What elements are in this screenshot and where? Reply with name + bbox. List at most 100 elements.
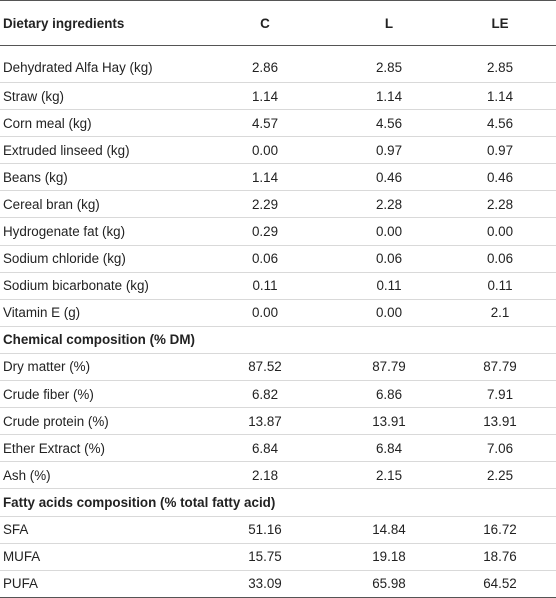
cell-c: 0.06	[251, 251, 279, 267]
table-row: Corn meal (kg) 4.57 4.56 4.56	[0, 110, 556, 137]
section-title: Chemical composition (% DM)	[3, 332, 195, 348]
table-row: Crude protein (%) 13.87 13.91 13.91	[0, 408, 556, 435]
table-row: Beans (kg) 1.14 0.46 0.46	[0, 164, 556, 191]
cell-l: 6.84	[375, 440, 403, 456]
cell-le: 2.28	[486, 196, 514, 212]
row-label: Crude protein (%)	[3, 413, 109, 429]
table-row: Sodium chloride (kg) 0.06 0.06 0.06	[0, 245, 556, 273]
cell-l: 0.00	[375, 305, 403, 321]
row-label: Straw (kg)	[3, 88, 65, 104]
cell-c: 0.11	[252, 278, 278, 294]
table-row: SFA 51.16 14.84 16.72	[0, 516, 556, 544]
table-body: Dehydrated Alfa Hay (kg) 2.86 2.85 2.85 Stra…	[0, 46, 556, 598]
cell-l: 2.85	[375, 59, 403, 75]
row-label: Hydrogenate fat (kg)	[3, 224, 126, 240]
cell-c: 6.84	[251, 440, 279, 456]
row-label: SFA	[3, 522, 29, 538]
cell-le: 7.91	[486, 386, 514, 402]
cell-c: 0.00	[251, 305, 279, 321]
row-label: Sodium bicarbonate (kg)	[3, 278, 149, 294]
cell-le: 4.56	[486, 115, 514, 131]
header-l: L	[384, 15, 394, 31]
cell-l: 1.14	[375, 88, 403, 104]
cell-le: 16.72	[483, 522, 517, 538]
cell-c: 87.52	[248, 359, 282, 375]
cell-l: 2.28	[375, 196, 403, 212]
cell-l: 0.06	[375, 251, 403, 267]
cell-le: 2.1	[490, 305, 510, 321]
cell-c: 4.57	[251, 115, 279, 131]
cell-le: 0.06	[486, 251, 514, 267]
cell-l: 6.86	[375, 386, 403, 402]
row-label: PUFA	[3, 576, 38, 592]
row-label: Ether Extract (%)	[3, 440, 105, 456]
table-row: Dry matter (%) 87.52 87.79 87.79	[0, 353, 556, 381]
cell-c: 2.29	[251, 196, 279, 212]
table-row: Straw (kg) 1.14 1.14 1.14	[0, 83, 556, 110]
cell-c: 0.29	[251, 224, 279, 240]
table-row: Hydrogenate fat (kg) 0.29 0.00 0.00	[0, 218, 556, 246]
row-label: Vitamin E (g)	[3, 305, 81, 321]
section-title: Fatty acids composition (% total fatty a…	[3, 494, 276, 510]
cell-le: 0.11	[487, 278, 513, 294]
cell-le: 7.06	[486, 440, 514, 456]
cell-le: 0.00	[486, 224, 514, 240]
cell-c: 15.75	[248, 549, 282, 565]
row-label: Beans (kg)	[3, 169, 68, 185]
cell-c: 13.87	[248, 413, 282, 429]
header-row: Dietary ingredients C L LE	[0, 0, 556, 46]
row-label: Corn meal (kg)	[3, 115, 92, 131]
cell-c: 33.09	[248, 576, 282, 592]
cell-l: 0.00	[375, 224, 403, 240]
cell-le: 13.91	[483, 413, 517, 429]
row-label: MUFA	[3, 549, 41, 565]
cell-le: 0.46	[486, 169, 514, 185]
cell-le: 2.85	[486, 59, 514, 75]
table-row: Vitamin E (g) 0.00 0.00 2.1	[0, 299, 556, 327]
table-row: Ether Extract (%) 6.84 6.84 7.06	[0, 435, 556, 462]
table-row: Cereal bran (kg) 2.29 2.28 2.28	[0, 191, 556, 218]
row-label: Dry matter (%)	[3, 359, 91, 375]
cell-l: 65.98	[372, 576, 406, 592]
cell-le: 0.97	[486, 142, 514, 158]
section-header-row: Fatty acids composition (% total fatty a…	[0, 489, 556, 516]
table-row: MUFA 15.75 19.18 18.76	[0, 543, 556, 571]
cell-l: 0.11	[376, 278, 402, 294]
table-row: Sodium bicarbonate (kg) 0.11 0.11 0.11	[0, 272, 556, 300]
cell-c: 51.16	[248, 522, 282, 538]
cell-l: 14.84	[372, 522, 406, 538]
cell-c: 1.14	[251, 88, 279, 104]
cell-l: 2.15	[375, 467, 403, 483]
cell-l: 0.46	[375, 169, 403, 185]
cell-le: 18.76	[483, 549, 517, 565]
row-label: Cereal bran (kg)	[3, 196, 100, 212]
header-dietary-ingredients: Dietary ingredients	[3, 15, 125, 31]
row-label: Dehydrated Alfa Hay (kg)	[3, 59, 153, 75]
cell-l: 13.91	[372, 413, 406, 429]
row-label: Crude fiber (%)	[3, 386, 94, 402]
table-row: Extruded linseed (kg) 0.00 0.97 0.97	[0, 137, 556, 164]
header-le: LE	[491, 15, 509, 31]
table-row: Ash (%) 2.18 2.15 2.25	[0, 462, 556, 489]
section-header-row: Chemical composition (% DM)	[0, 326, 556, 354]
table-row: PUFA 33.09 65.98 64.52	[0, 570, 556, 598]
cell-l: 0.97	[375, 142, 403, 158]
cell-l: 4.56	[375, 115, 403, 131]
cell-c: 6.82	[251, 386, 279, 402]
cell-c: 2.86	[251, 59, 279, 75]
cell-c: 1.14	[251, 169, 279, 185]
cell-l: 19.18	[372, 549, 406, 565]
cell-le: 64.52	[483, 576, 517, 592]
cell-c: 0.00	[251, 142, 279, 158]
cell-le: 2.25	[486, 467, 514, 483]
cell-c: 2.18	[251, 467, 279, 483]
table-row: Crude fiber (%) 6.82 6.86 7.91	[0, 381, 556, 408]
cell-le: 1.14	[486, 88, 514, 104]
table-row: Dehydrated Alfa Hay (kg) 2.86 2.85 2.85	[0, 46, 556, 83]
row-label: Extruded linseed (kg)	[3, 142, 130, 158]
cell-le: 87.79	[483, 359, 517, 375]
row-label: Sodium chloride (kg)	[3, 251, 126, 267]
cell-l: 87.79	[372, 359, 406, 375]
